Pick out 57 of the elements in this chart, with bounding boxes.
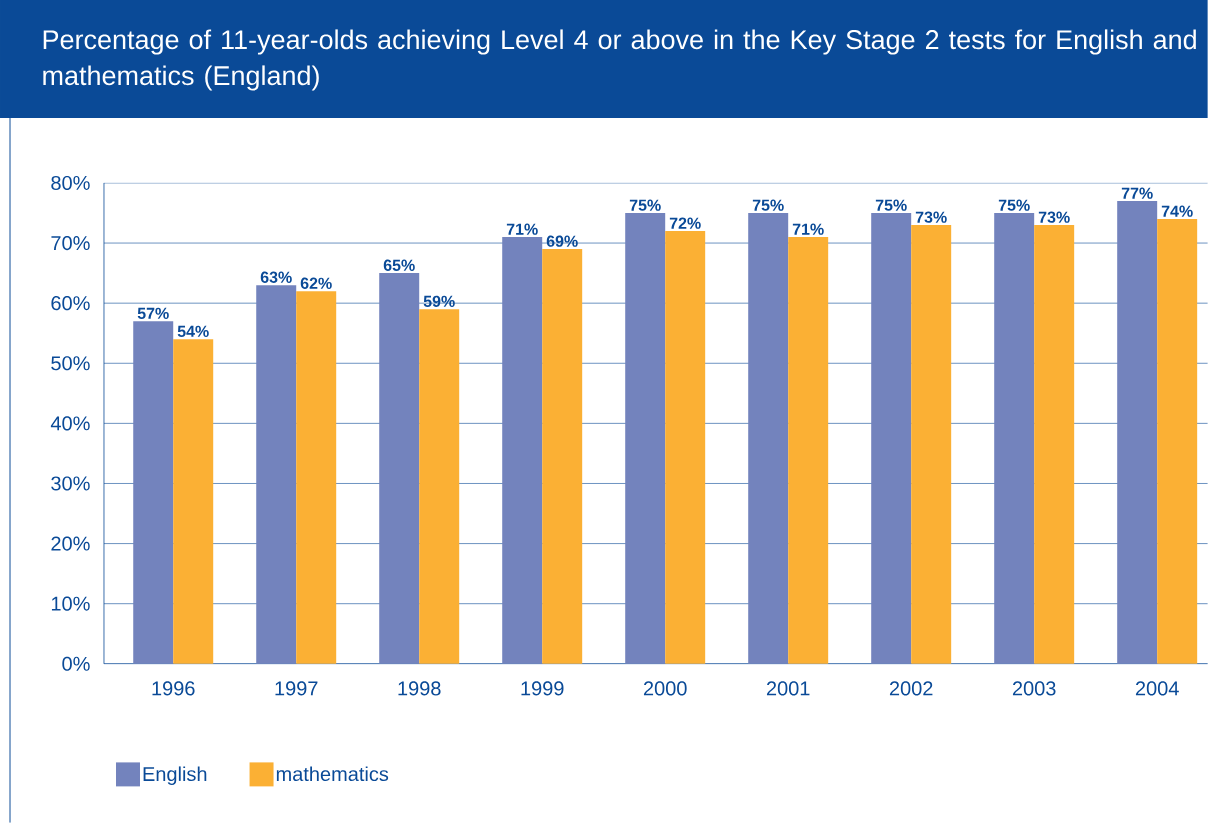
legend-label: English [143,766,207,786]
data-label: 73% [1038,211,1070,223]
x-tick-label: 2004 [1135,681,1179,696]
bar [133,321,174,664]
y-tick-label: 50% [51,356,90,371]
bar [748,213,789,664]
bar [1117,201,1158,664]
data-label: 75% [875,199,907,211]
data-label: 74% [1161,205,1193,217]
chart-title: Percentage of 11-year-olds achieving Level 4 or above in the Key Stage 2 tests for English and mathematics (England) [43,29,1196,91]
bar [379,273,420,664]
data-label: 77% [1121,187,1153,199]
y-tick-label: 20% [51,536,90,551]
bar [994,213,1035,664]
x-tick-label: 1996 [152,681,195,696]
data-label: 57% [137,307,169,320]
bar [1157,219,1198,664]
data-label: 75% [629,199,661,211]
data-label: 75% [752,199,784,211]
data-label: 71% [792,223,824,235]
legend-label: mathematics [276,766,389,782]
data-label: 62% [300,277,332,290]
bar [625,213,666,664]
x-tick-label: 2003 [1012,681,1056,696]
bar [871,213,912,664]
data-label: 54% [177,325,209,338]
data-label: 65% [383,259,415,272]
bar [788,237,829,664]
y-tick-label: 80% [51,176,90,191]
data-label: 75% [998,199,1030,211]
bar [419,309,460,664]
data-label: 73% [915,211,947,223]
y-tick-label: 70% [51,236,90,251]
bar [296,291,337,664]
x-tick-label: 1997 [275,681,318,696]
y-tick-label: 30% [51,476,90,491]
data-label: 72% [669,217,701,229]
data-label: 69% [546,235,578,247]
y-tick-label: 0% [62,656,90,671]
bar [911,225,952,664]
bar [542,249,583,664]
x-tick-label: 1998 [398,681,441,696]
data-label: 63% [260,271,292,284]
x-tick-label: 1999 [521,681,564,696]
x-tick-label: 2000 [643,681,687,696]
data-label: 71% [506,223,538,235]
bar [502,237,543,664]
y-tick-label: 40% [50,416,90,431]
data-label: 59% [423,295,455,308]
bar [1034,225,1075,664]
y-tick-label: 10% [51,596,90,611]
y-tick-label: 60% [51,296,90,311]
x-tick-label: 2001 [766,681,810,696]
bar [665,231,706,664]
x-tick-label: 2002 [889,681,933,696]
bar [256,285,297,664]
bar [173,339,214,664]
